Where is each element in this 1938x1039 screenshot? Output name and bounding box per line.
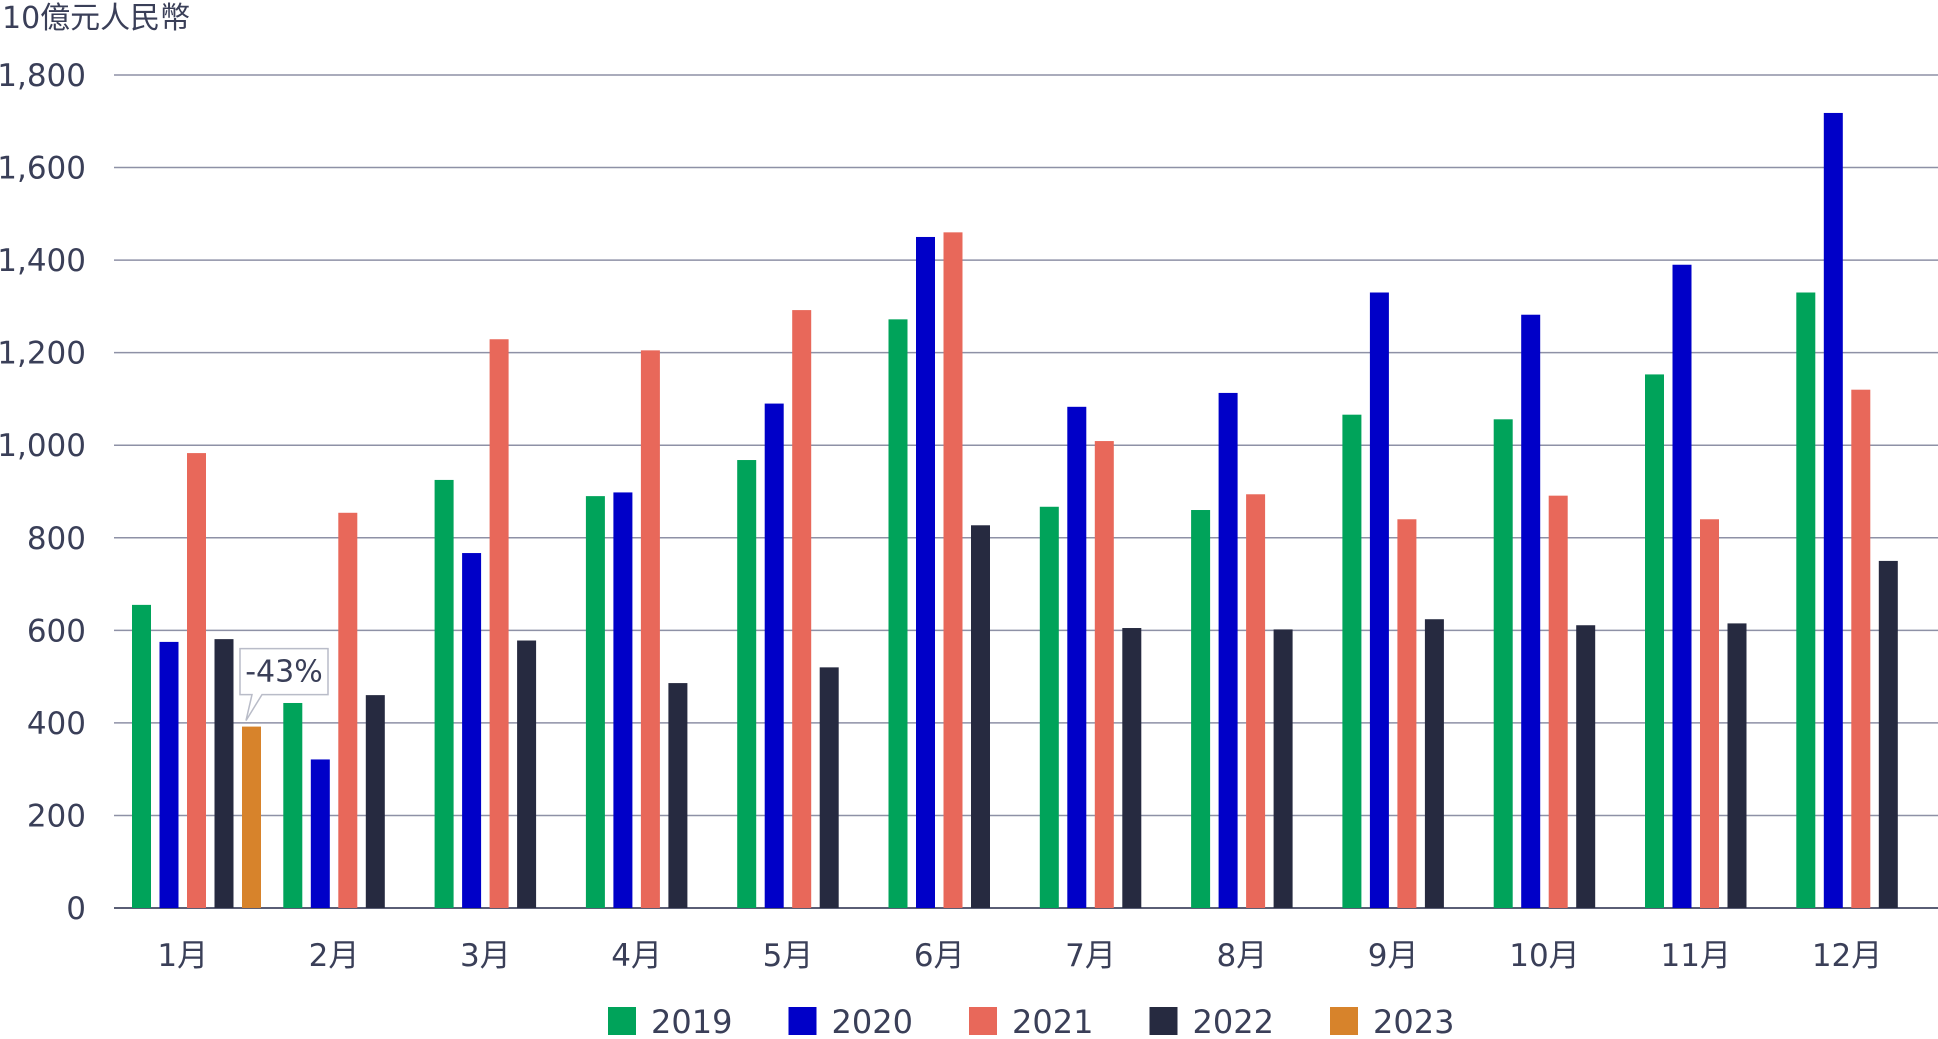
bar-2023-1	[242, 726, 261, 908]
x-tick-label: 9月	[1368, 938, 1419, 974]
bar-2019-4	[585, 496, 605, 908]
x-tick-label: 10月	[1509, 938, 1579, 974]
y-tick-label: 400	[27, 706, 86, 742]
x-tick-label: 2月	[309, 938, 360, 974]
bar-2022-8	[1273, 629, 1293, 908]
bar-2021-7	[1094, 441, 1114, 908]
bar-2020-10	[1521, 314, 1541, 909]
x-tick-label: 6月	[914, 938, 965, 974]
bar-2021-2	[338, 512, 358, 908]
bar-2020-7	[1067, 406, 1087, 908]
bar-2021-4	[640, 350, 660, 908]
y-axis-ticks: 0 200 400 600 800 1,000 1,200 1,400 1,600 1,800	[0, 58, 86, 927]
y-axis-unit-label: 10億元人民幣	[2, 1, 190, 36]
bar-2020-6	[916, 236, 935, 908]
bar-2020-5	[764, 403, 784, 908]
bar-2020-11	[1672, 264, 1692, 908]
x-tick-label: 11月	[1661, 938, 1731, 974]
bar-2021-6	[943, 232, 963, 908]
bar-2019-5	[737, 460, 757, 908]
bar-2019-9	[1342, 414, 1362, 908]
y-tick-label: 1,400	[0, 243, 86, 279]
bar-2020-9	[1369, 292, 1389, 908]
bar-2022-7	[1122, 628, 1142, 908]
x-tick-label: 8月	[1216, 938, 1267, 974]
y-tick-label: 1,600	[0, 151, 86, 187]
y-tick-label: 800	[27, 521, 86, 557]
x-tick-label: 3月	[460, 938, 511, 974]
y-tick-label: 0	[66, 891, 86, 927]
bar-2021-5	[792, 310, 812, 908]
bar-2019-3	[434, 479, 454, 908]
legend-swatch-2023	[1330, 1007, 1358, 1035]
legend-swatch-2019	[608, 1007, 636, 1035]
bar-2019-2	[283, 702, 303, 908]
legend-label-2021: 2021	[1012, 1003, 1093, 1039]
annotations: -43%	[239, 647, 329, 721]
bar-2020-8	[1218, 392, 1238, 908]
legend-label-2019: 2019	[651, 1003, 732, 1039]
bar-2022-5	[819, 667, 839, 908]
y-tick-label: 1,000	[0, 428, 86, 464]
bar-2019-12	[1796, 292, 1816, 908]
bar-2019-6	[888, 319, 908, 908]
bar-2021-9	[1397, 519, 1417, 908]
legend-swatch-2021	[969, 1007, 997, 1035]
y-tick-label: 1,200	[0, 336, 86, 372]
bar-2022-6	[971, 525, 990, 908]
bar-2020-3	[462, 553, 482, 908]
gridlines	[114, 74, 1938, 909]
bar-2021-3	[489, 339, 509, 909]
bar-2019-1	[132, 604, 151, 908]
x-axis-ticks: 1月 2月 3月 4月 5月 6月 7月 8月 9月 10月 11月 12月	[157, 938, 1882, 974]
x-tick-label: 12月	[1812, 938, 1882, 974]
bars	[132, 112, 1898, 909]
bar-2020-1	[159, 641, 179, 908]
bar-2022-1	[214, 639, 234, 908]
y-tick-label: 600	[27, 613, 86, 649]
bar-2022-4	[668, 683, 688, 908]
legend-label-2020: 2020	[832, 1003, 913, 1039]
bar-2019-11	[1645, 374, 1664, 908]
bar-2022-11	[1727, 623, 1747, 908]
bar-2021-8	[1246, 494, 1266, 908]
bar-2022-2	[365, 695, 385, 908]
legend-label-2022: 2022	[1193, 1003, 1274, 1039]
bar-2021-1	[187, 453, 206, 908]
bar-2022-9	[1424, 619, 1444, 908]
bar-2019-8	[1191, 510, 1211, 908]
bar-2021-10	[1548, 495, 1568, 908]
y-tick-label: 1,800	[0, 58, 86, 94]
legend-swatch-2022	[1149, 1007, 1178, 1035]
bar-2022-10	[1576, 625, 1596, 908]
y-tick-label: 200	[27, 798, 86, 834]
bar-2021-12	[1851, 389, 1871, 908]
annotation-callout	[239, 647, 329, 721]
bar-2020-2	[310, 759, 330, 908]
bar-2022-3	[517, 640, 537, 908]
legend-label-2023: 2023	[1373, 1003, 1454, 1039]
x-tick-label: 7月	[1065, 938, 1116, 974]
legend-swatch-2020	[788, 1007, 817, 1035]
x-tick-label: 5月	[763, 938, 814, 974]
bar-2019-10	[1493, 419, 1513, 908]
x-tick-label: 1月	[157, 938, 208, 974]
bar-2020-4	[613, 492, 633, 908]
x-tick-label: 4月	[611, 938, 662, 974]
legend: 2019 2020 2021 2022 2023	[608, 1003, 1454, 1039]
bar-2022-12	[1878, 560, 1898, 908]
bar-2019-7	[1039, 506, 1059, 908]
annotation-label: -43%	[245, 655, 323, 690]
bar-2020-12	[1823, 112, 1843, 909]
bar-2021-11	[1700, 519, 1719, 908]
